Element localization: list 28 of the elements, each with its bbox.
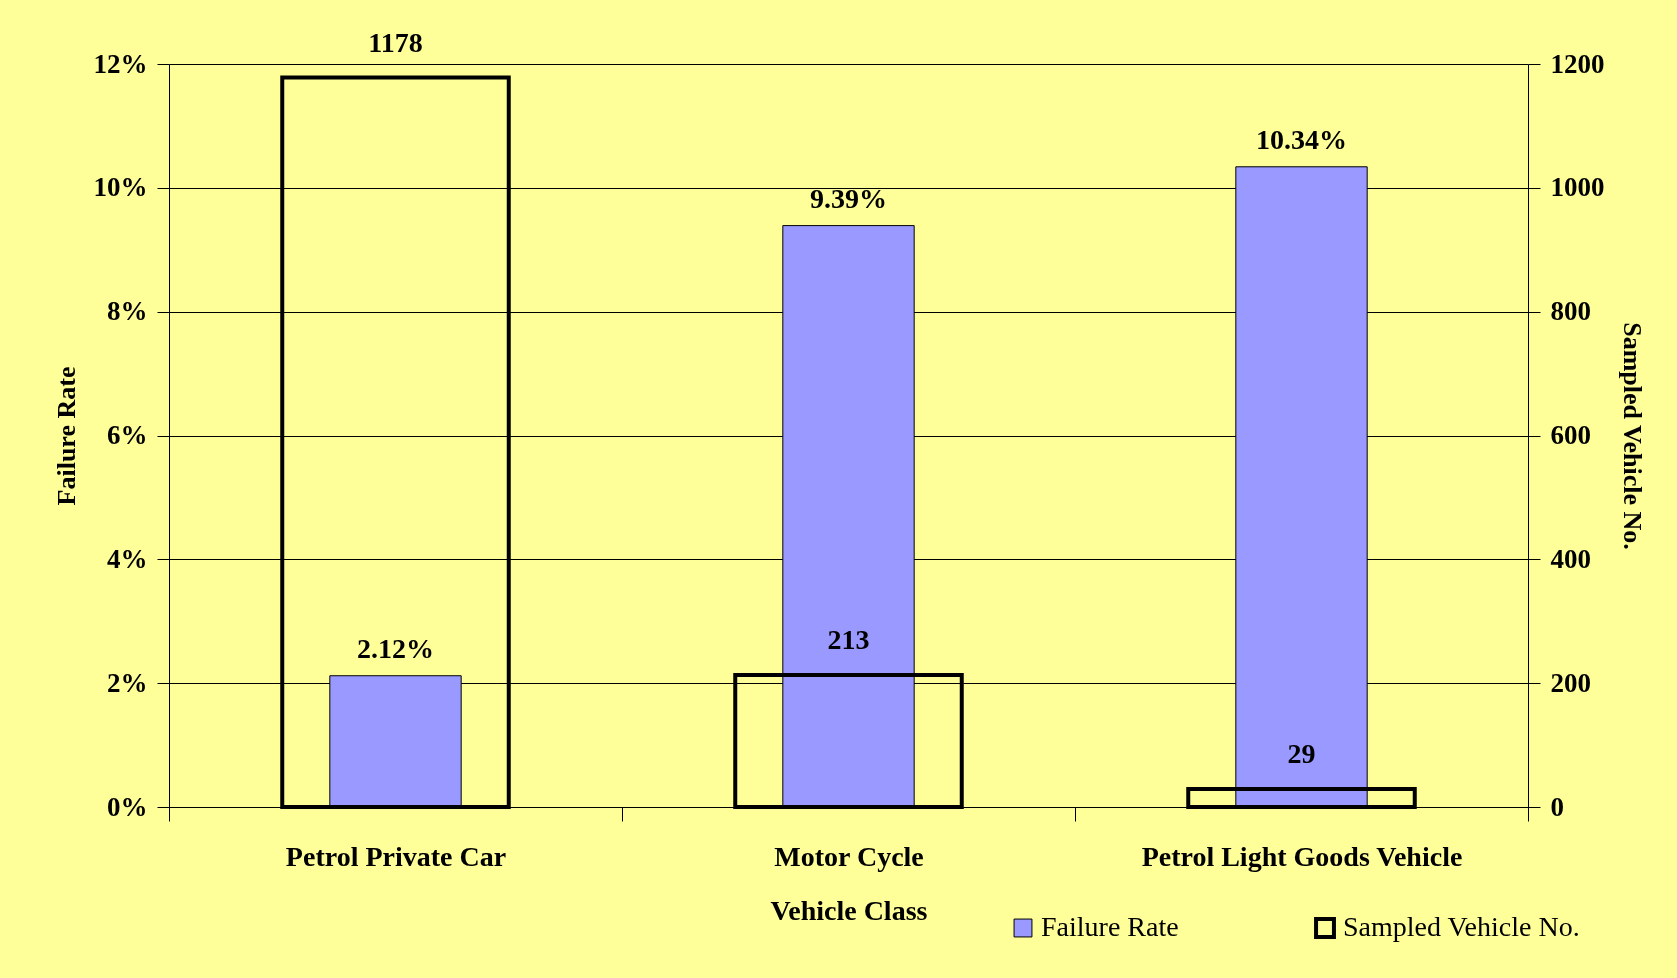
y2-tick-label: 1200 — [1550, 48, 1605, 79]
data-label: 2.12% — [357, 632, 434, 664]
y-tick-label: 2% — [107, 667, 148, 698]
x-tick-label: Motor Cycle — [774, 840, 924, 872]
y2-tick-label: 400 — [1550, 543, 1591, 574]
y2-tick-label: 600 — [1550, 420, 1591, 450]
legend-label: Sampled Vehicle No. — [1343, 911, 1580, 942]
y-tick-label: 6% — [107, 420, 148, 450]
y2-tick-label: 200 — [1550, 667, 1591, 698]
y-axis-title: Failure Rate — [51, 366, 81, 506]
y-tick-label: 12% — [93, 48, 148, 79]
data-label: 10.34% — [1256, 123, 1347, 155]
y2-tick-label: 800 — [1550, 296, 1591, 327]
y-tick-label: 8% — [107, 296, 148, 327]
y2-tick-label: 0 — [1550, 791, 1564, 822]
data-label: 1178 — [368, 26, 423, 58]
y-tick-label: 10% — [93, 172, 148, 203]
y2-tick-label: 1000 — [1550, 172, 1605, 203]
y-tick-label: 4% — [107, 543, 148, 574]
x-axis-title: Vehicle Class — [770, 894, 928, 926]
data-label: 9.39% — [810, 182, 887, 214]
x-tick-label: Petrol Light Goods Vehicle — [1141, 840, 1463, 872]
data-label: 29 — [1287, 738, 1316, 770]
y2-axis-title: Sampled Vehicle No. — [1617, 322, 1647, 550]
legend-label: Failure Rate — [1041, 911, 1179, 942]
y-tick-label: 0% — [107, 791, 148, 822]
data-label: 213 — [827, 624, 870, 656]
x-tick-label: Petrol Private Car — [285, 840, 507, 872]
